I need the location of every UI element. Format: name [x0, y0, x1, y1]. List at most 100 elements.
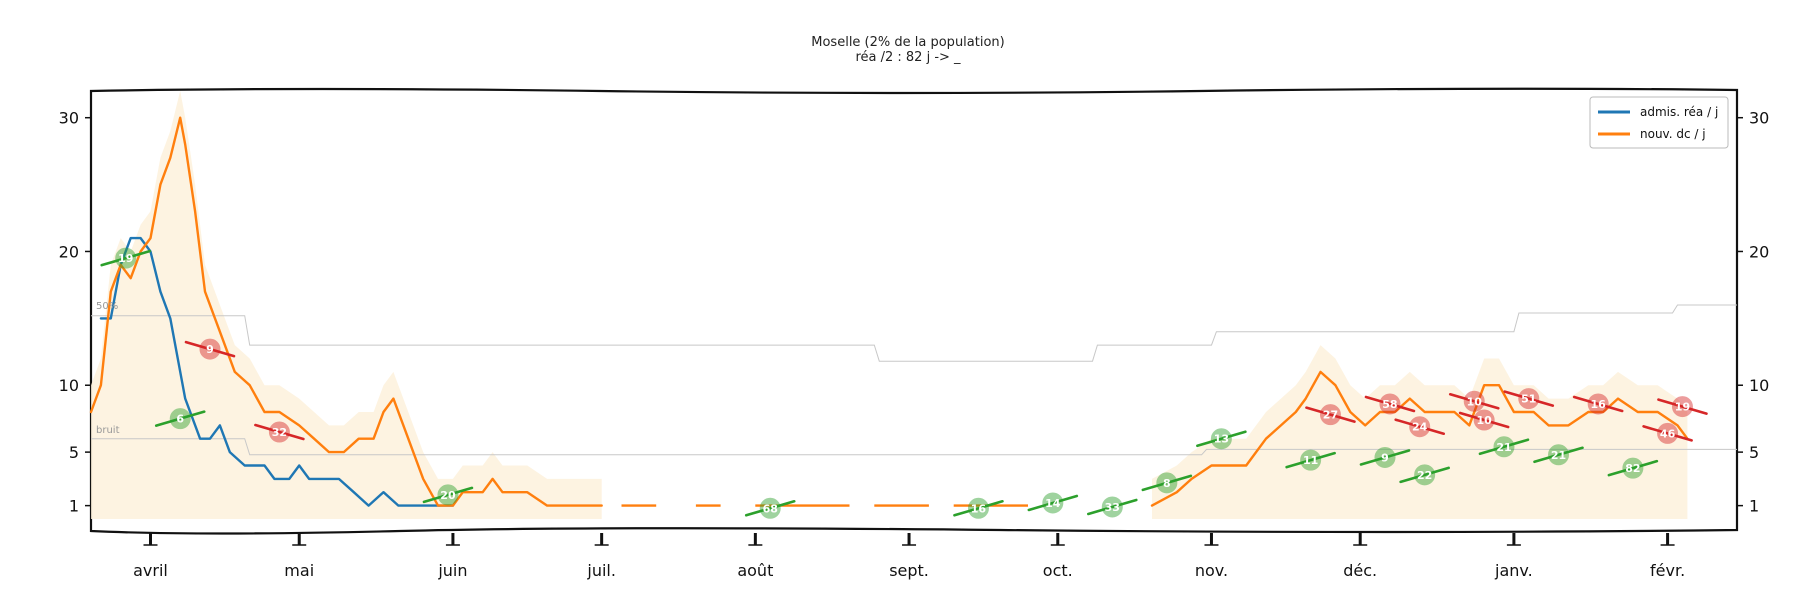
nouv-dc-line [89, 116, 603, 507]
trend-segment [1399, 466, 1450, 484]
trend-bubble [1548, 444, 1570, 466]
trend-bubble [1101, 496, 1123, 518]
trend-segment [422, 486, 474, 504]
y-tick-label-right: 20 [1749, 242, 1769, 261]
trend-segment [1642, 425, 1693, 442]
trend-bubble [1379, 393, 1401, 415]
trend-bubble-label: 19 [1675, 401, 1690, 414]
trend-bubble-label: 46 [1660, 427, 1676, 440]
trend-segment [1503, 390, 1555, 407]
y-tick-label-left: 20 [59, 242, 79, 261]
wave1-fill [91, 90, 602, 520]
trend-segment [1572, 395, 1624, 413]
x-tick-label: févr. [1650, 561, 1685, 580]
trend-bubble-label: 21 [1551, 449, 1566, 462]
trend-segment [1478, 438, 1530, 456]
y-tick-label-right: 10 [1749, 376, 1769, 395]
trend-bubble [199, 338, 221, 360]
trend-bubble-label: 21 [1496, 441, 1511, 454]
trend-bubble-label: 82 [1625, 462, 1640, 475]
y-tick-label-right: 5 [1749, 443, 1759, 462]
chart-title: Moselle (2% de la population) [811, 35, 1004, 50]
trend-bubble-label: 19 [118, 252, 133, 265]
noise-threshold-line [91, 438, 1737, 456]
series-layer [89, 116, 1689, 507]
trend-bubble [759, 497, 781, 519]
wave2-fill [1152, 345, 1688, 519]
trend-segment [1359, 449, 1411, 466]
trend-bubble [1210, 428, 1232, 450]
trend-bubble-label: 27 [1323, 409, 1338, 422]
trend-bubble-label: 32 [272, 426, 287, 439]
chart-subtitle: réa /2 : 82 j -> _ [855, 50, 961, 65]
trend-bubble-label: 8 [1163, 477, 1171, 490]
threshold-layer [91, 304, 1737, 456]
y-tick-label-left: 10 [59, 376, 79, 395]
trend-bubble [1518, 388, 1540, 410]
trend-bubble [1156, 472, 1178, 494]
trend-segment [1364, 395, 1416, 413]
trend-bubble [967, 497, 989, 519]
trend-bubble-label: 24 [1412, 421, 1428, 434]
trend-segment [953, 499, 1004, 517]
trend-segment [154, 410, 206, 427]
trend-bubble [1463, 390, 1485, 412]
trend-bubble-label: 10 [1467, 395, 1483, 408]
trend-bubble-label: 68 [763, 502, 778, 515]
trend-bubble-label: 11 [1303, 454, 1318, 467]
trend-bubble [1300, 449, 1322, 471]
x-tick-label: déc. [1343, 561, 1377, 580]
trend-bubble [1473, 409, 1495, 431]
trend-bubble-label: 33 [1105, 501, 1120, 514]
trend-segment [100, 249, 152, 267]
trend-segment [1305, 406, 1356, 423]
trend-bubble [1409, 416, 1431, 438]
trend-bubble-label: 9 [1381, 451, 1389, 464]
trend-segment [1285, 451, 1336, 469]
trend-bubble [1493, 436, 1515, 458]
trend-segment [1087, 498, 1138, 516]
y-tick-label-right: 30 [1749, 109, 1769, 128]
x-tick-label: juil. [586, 561, 616, 580]
trend-bubble [1414, 464, 1436, 486]
trend-bubble [1319, 404, 1341, 426]
trend-segment [1448, 392, 1500, 410]
trend-bubble-layer: 19 6 9 32 20 68 16 14 33 8 13 11 27 9 58 24 22 10 10 21 51 21… [100, 247, 1708, 519]
trend-bubble [115, 247, 137, 269]
trend-bubble [1657, 422, 1679, 444]
x-tick-label: juin [437, 561, 467, 580]
trend-bubble-label: 14 [1045, 497, 1061, 510]
x-tick-label: août [737, 561, 773, 580]
trend-bubble-label: 20 [440, 489, 456, 502]
trend-bubble-label: 10 [1476, 414, 1492, 427]
fill-layer [91, 90, 1688, 520]
legend-label-admis: admis. réa / j [1640, 105, 1718, 119]
x-tick-label: sept. [889, 561, 929, 580]
threshold-label-lower: bruit [96, 425, 120, 436]
trend-segment [1607, 459, 1659, 477]
y-tick-label-left: 1 [69, 497, 79, 516]
trend-segment [1533, 446, 1584, 464]
trend-segment [1394, 418, 1445, 436]
trend-segment [1027, 494, 1079, 512]
trend-bubble [268, 421, 290, 443]
x-tick-label: avril [133, 561, 168, 580]
nouv-dc-line [1150, 370, 1689, 507]
threshold-label-upper: 50% [96, 301, 118, 312]
trend-bubble-label: 22 [1417, 469, 1432, 482]
trend-bubble [1622, 457, 1644, 479]
trend-segment [744, 499, 796, 517]
trend-bubble-label: 16 [1591, 398, 1607, 411]
trend-segment [184, 340, 236, 358]
trend-bubble-label: 16 [971, 502, 987, 515]
trend-bubble [1671, 396, 1693, 418]
trend-segment [1458, 411, 1510, 429]
y-tick-label-right: 1 [1749, 497, 1759, 516]
trend-bubble [1587, 393, 1609, 415]
y-tick-label-left: 5 [69, 443, 79, 462]
trend-bubble [1374, 446, 1396, 468]
trend-segment [254, 423, 305, 441]
trend-bubble-label: 13 [1214, 433, 1229, 446]
